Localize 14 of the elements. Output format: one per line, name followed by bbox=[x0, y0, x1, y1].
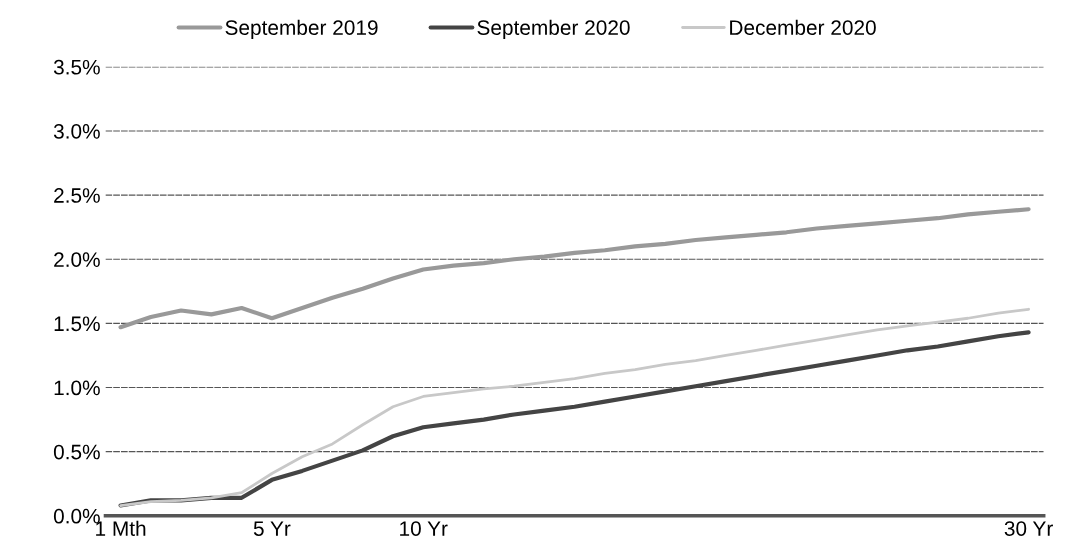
legend-label: December 2020 bbox=[730, 19, 876, 35]
legend-label: September 2020 bbox=[477, 19, 630, 40]
legend-label: September 2019 bbox=[225, 19, 378, 40]
x-tick-label: 10 Yr bbox=[400, 521, 448, 536]
y-tick-label: 1.5% bbox=[54, 316, 100, 332]
line-series bbox=[118, 207, 1031, 330]
y-tick-label: 3.0% bbox=[53, 123, 100, 139]
y-tick-label: 2.5% bbox=[54, 188, 100, 203]
y-tick-label: 0.5% bbox=[53, 444, 100, 460]
x-tick-label: 5 Yr bbox=[253, 521, 291, 536]
y-tick-label: 3.5% bbox=[53, 59, 100, 75]
y-tick-label: 1.0% bbox=[54, 380, 100, 396]
x-tick-label: 30 Yr bbox=[1004, 521, 1053, 536]
y-tick-label: 2.0% bbox=[54, 252, 100, 267]
